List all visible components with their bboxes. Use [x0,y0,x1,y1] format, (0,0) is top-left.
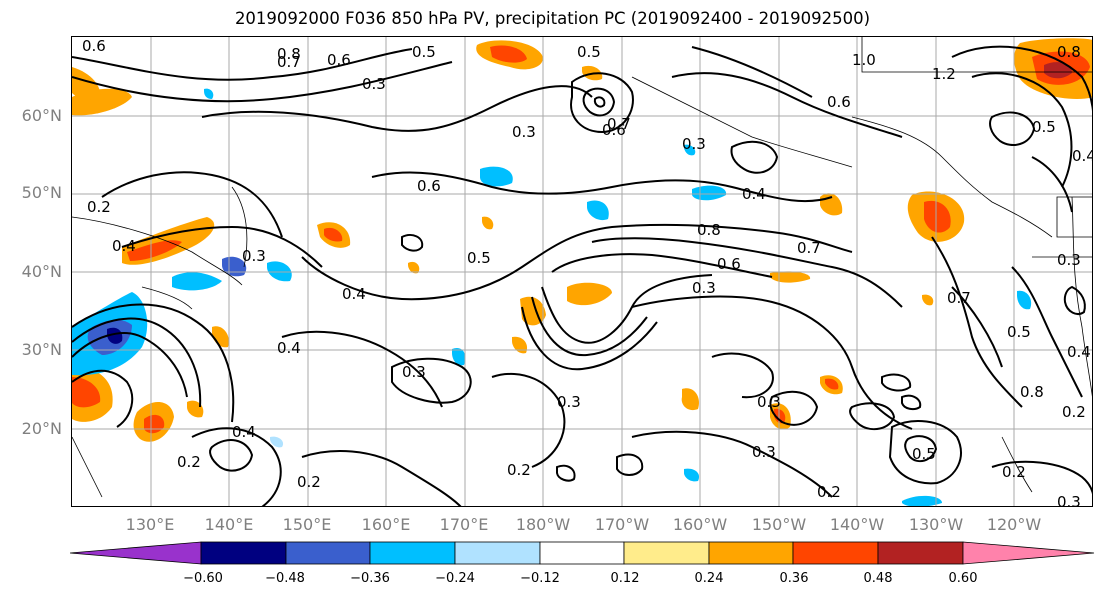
contour-label: 0.2 [1062,403,1086,421]
contour-label: 0.5 [412,43,436,61]
contour-label: 0.6 [417,177,441,195]
contour-label: 1.0 [852,51,876,69]
contour-label: 0.2 [817,483,841,501]
colorbar-segment [539,541,625,565]
lon-label-140w: 140°W [829,515,885,534]
contour-label: 0.3 [512,123,536,141]
lon-label-160e: 160°E [361,515,411,534]
map-title: 2019092000 F036 850 hPa PV, precipitatio… [234,9,871,28]
colorbar-segment [285,541,371,565]
contour-label: 0.8 [697,221,721,239]
graticule [72,37,1092,506]
contour-label: 0.4 [1067,343,1091,361]
lon-label-150w: 150°W [751,515,807,534]
colorbar-tick: 0.24 [694,571,724,586]
contour-label: 0.3 [242,247,266,265]
contour-label: 0.5 [1032,118,1056,136]
colorbar-segment [708,541,794,565]
contour-label: 0.8 [277,45,301,63]
contour-label: 0.2 [177,453,201,471]
contour-label: 0.5 [467,249,491,267]
contour-label: 0.4 [232,423,256,441]
contour-label: 0.8 [1020,383,1044,401]
map-panel: 0.60.80.70.60.50.50.30.30.70.30.61.01.20… [71,36,1093,507]
colorbar-segment [792,541,879,565]
contour-label: 0.7 [277,53,301,71]
contour-label: 0.6 [327,51,351,69]
contour-label: 0.3 [362,75,386,93]
contour-label: 0.3 [692,279,716,297]
contour-label: 0.4 [342,285,366,303]
contour-label: 0.8 [1057,43,1081,61]
lon-label-160w: 160°W [672,515,728,534]
contour-labels: 0.60.80.70.60.50.50.30.30.70.30.61.01.20… [82,37,1093,507]
contour-label: 0.3 [1057,251,1081,269]
pv-contours [72,45,1092,506]
colorbar [70,541,1095,565]
colorbar-tick: 0.60 [948,571,978,586]
contour-label: 0.6 [602,121,626,139]
lon-label-170w: 170°W [594,515,650,534]
colorbar-tick: −0.24 [435,571,475,586]
lon-label-130e: 130°E [125,515,175,534]
colorbar-segment [70,541,202,565]
contour-label: 0.4 [112,237,136,255]
contour-label: 0.3 [752,443,776,461]
contour-label: 0.3 [557,393,581,411]
lat-label-40n: 40°N [21,262,62,281]
colorbar-segment [877,541,964,565]
contour-label: 0.6 [82,37,106,55]
colorbar-segment [454,541,541,565]
contour-label: 0.3 [1057,493,1081,507]
lon-label-140e: 140°E [204,515,254,534]
coastlines [72,37,1092,498]
lon-label-180w: 180°W [515,515,571,534]
contour-label: 0.5 [912,445,936,463]
contour-label: 0.5 [577,43,601,61]
contour-label: 0.4 [742,185,766,203]
colorbar-segment [962,541,1095,565]
colorbar-tick: −0.36 [350,571,390,586]
contour-label: 0.3 [402,363,426,381]
contour-label: 0.2 [297,473,321,491]
contour-label: 0.4 [1072,147,1093,165]
map-plot: 0.60.80.70.60.50.50.30.30.70.30.61.01.20… [72,37,1093,507]
colorbar-segment [200,541,287,565]
contour-label: 0.2 [1002,463,1026,481]
colorbar-tick: 0.36 [779,571,809,586]
contour-label: 0.2 [507,461,531,479]
lon-label-120w: 120°W [986,515,1042,534]
lat-label-50n: 50°N [21,183,62,202]
contour-label: 0.3 [757,393,781,411]
colorbar-segment [369,541,456,565]
lon-label-130w: 130°W [908,515,964,534]
contour-label: 1.2 [932,65,956,83]
contour-label: 0.7 [797,239,821,257]
lon-label-150e: 150°E [282,515,332,534]
contour-label: 0.7 [947,289,971,307]
contour-label: 0.7 [607,115,631,133]
contour-label: 0.6 [827,93,851,111]
contour-label: 0.6 [717,255,741,273]
contour-label: 0.3 [682,135,706,153]
contour-label: 0.2 [87,198,111,216]
colorbar-segment [623,541,710,565]
colorbar-tick: −0.12 [520,571,560,586]
colorbar-tick: 0.48 [863,571,893,586]
precip-shading [72,38,1092,506]
lat-label-20n: 20°N [21,419,62,438]
colorbar-tick: −0.60 [183,571,223,586]
colorbar-tick: 0.12 [610,571,640,586]
contour-label: 0.5 [1007,323,1031,341]
colorbar-tick: −0.48 [265,571,305,586]
contour-label: 0.4 [277,339,301,357]
lat-label-30n: 30°N [21,340,62,359]
lon-label-170e: 170°E [439,515,489,534]
lat-label-60n: 60°N [21,106,62,125]
